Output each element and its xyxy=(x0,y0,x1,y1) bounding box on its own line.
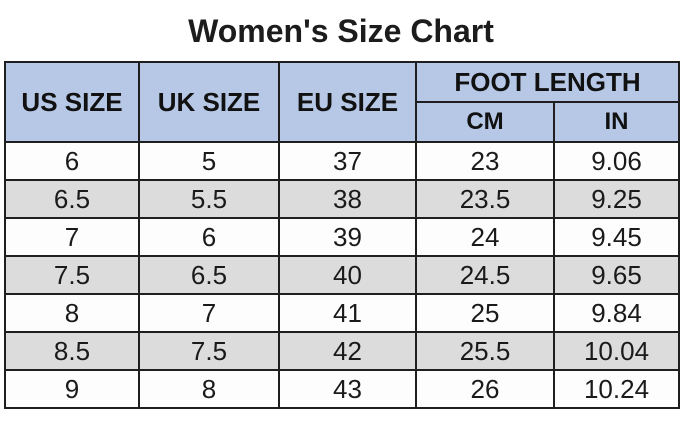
cell-uk-size: 7.5 xyxy=(138,331,280,371)
table-row: 7.5 6.5 40 24.5 9.65 xyxy=(4,255,681,295)
cell-foot-cm: 25.5 xyxy=(415,331,555,371)
column-header-foot-length: FOOT LENGTH xyxy=(414,61,681,103)
cell-us-size: 9 xyxy=(4,369,140,409)
cell-us-size: 8.5 xyxy=(4,331,140,371)
column-header-us-size: US SIZE xyxy=(4,61,140,143)
column-header-uk-size: UK SIZE xyxy=(138,61,280,143)
cell-foot-cm: 23.5 xyxy=(415,179,555,219)
cell-uk-size: 5 xyxy=(138,141,280,181)
cell-foot-in: 9.25 xyxy=(552,179,681,219)
column-header-in: IN xyxy=(552,101,681,143)
cell-foot-cm: 23 xyxy=(415,141,555,181)
column-header-cm: CM xyxy=(415,101,555,143)
cell-uk-size: 5.5 xyxy=(138,179,280,219)
cell-eu-size: 38 xyxy=(278,179,417,219)
cell-uk-size: 6.5 xyxy=(138,255,280,295)
cell-eu-size: 37 xyxy=(278,141,417,181)
cell-foot-in: 9.84 xyxy=(552,293,681,333)
cell-foot-in: 9.65 xyxy=(552,255,681,295)
page-title: Women's Size Chart xyxy=(188,13,494,49)
cell-us-size: 7 xyxy=(4,217,140,257)
table-header: US SIZE UK SIZE EU SIZE FOOT LENGTH CM I… xyxy=(4,61,681,143)
cell-eu-size: 43 xyxy=(278,369,417,409)
cell-foot-in: 9.45 xyxy=(552,217,681,257)
cell-foot-in: 9.06 xyxy=(552,141,681,181)
cell-us-size: 8 xyxy=(4,293,140,333)
cell-us-size: 6.5 xyxy=(4,179,140,219)
cell-foot-cm: 24.5 xyxy=(415,255,555,295)
table-body: 6 5 37 23 9.06 6.5 5.5 38 23.5 9.25 7 6 … xyxy=(4,141,681,409)
cell-eu-size: 39 xyxy=(278,217,417,257)
table-row: 8.5 7.5 42 25.5 10.04 xyxy=(4,331,681,371)
column-header-eu-size: EU SIZE xyxy=(278,61,417,143)
cell-foot-in: 10.24 xyxy=(552,369,681,409)
table-row: 8 7 41 25 9.84 xyxy=(4,293,681,333)
cell-foot-cm: 24 xyxy=(415,217,555,257)
cell-eu-size: 40 xyxy=(278,255,417,295)
table-row: 9 8 43 26 10.24 xyxy=(4,369,681,409)
header-row-sub: CM IN xyxy=(5,101,681,143)
table-row: 6 5 37 23 9.06 xyxy=(4,141,681,181)
cell-uk-size: 8 xyxy=(138,369,280,409)
table-row: 6.5 5.5 38 23.5 9.25 xyxy=(4,179,681,219)
cell-eu-size: 42 xyxy=(278,331,417,371)
size-chart-table: US SIZE UK SIZE EU SIZE FOOT LENGTH CM I… xyxy=(4,61,681,409)
cell-uk-size: 6 xyxy=(138,217,280,257)
cell-foot-cm: 25 xyxy=(415,293,555,333)
header-row-top: US SIZE UK SIZE EU SIZE FOOT LENGTH xyxy=(4,61,681,143)
cell-us-size: 7.5 xyxy=(4,255,140,295)
cell-foot-in: 10.04 xyxy=(552,331,681,371)
cell-foot-cm: 26 xyxy=(415,369,555,409)
cell-eu-size: 41 xyxy=(278,293,417,333)
cell-us-size: 6 xyxy=(4,141,140,181)
cell-uk-size: 7 xyxy=(138,293,280,333)
table-row: 7 6 39 24 9.45 xyxy=(4,217,681,257)
